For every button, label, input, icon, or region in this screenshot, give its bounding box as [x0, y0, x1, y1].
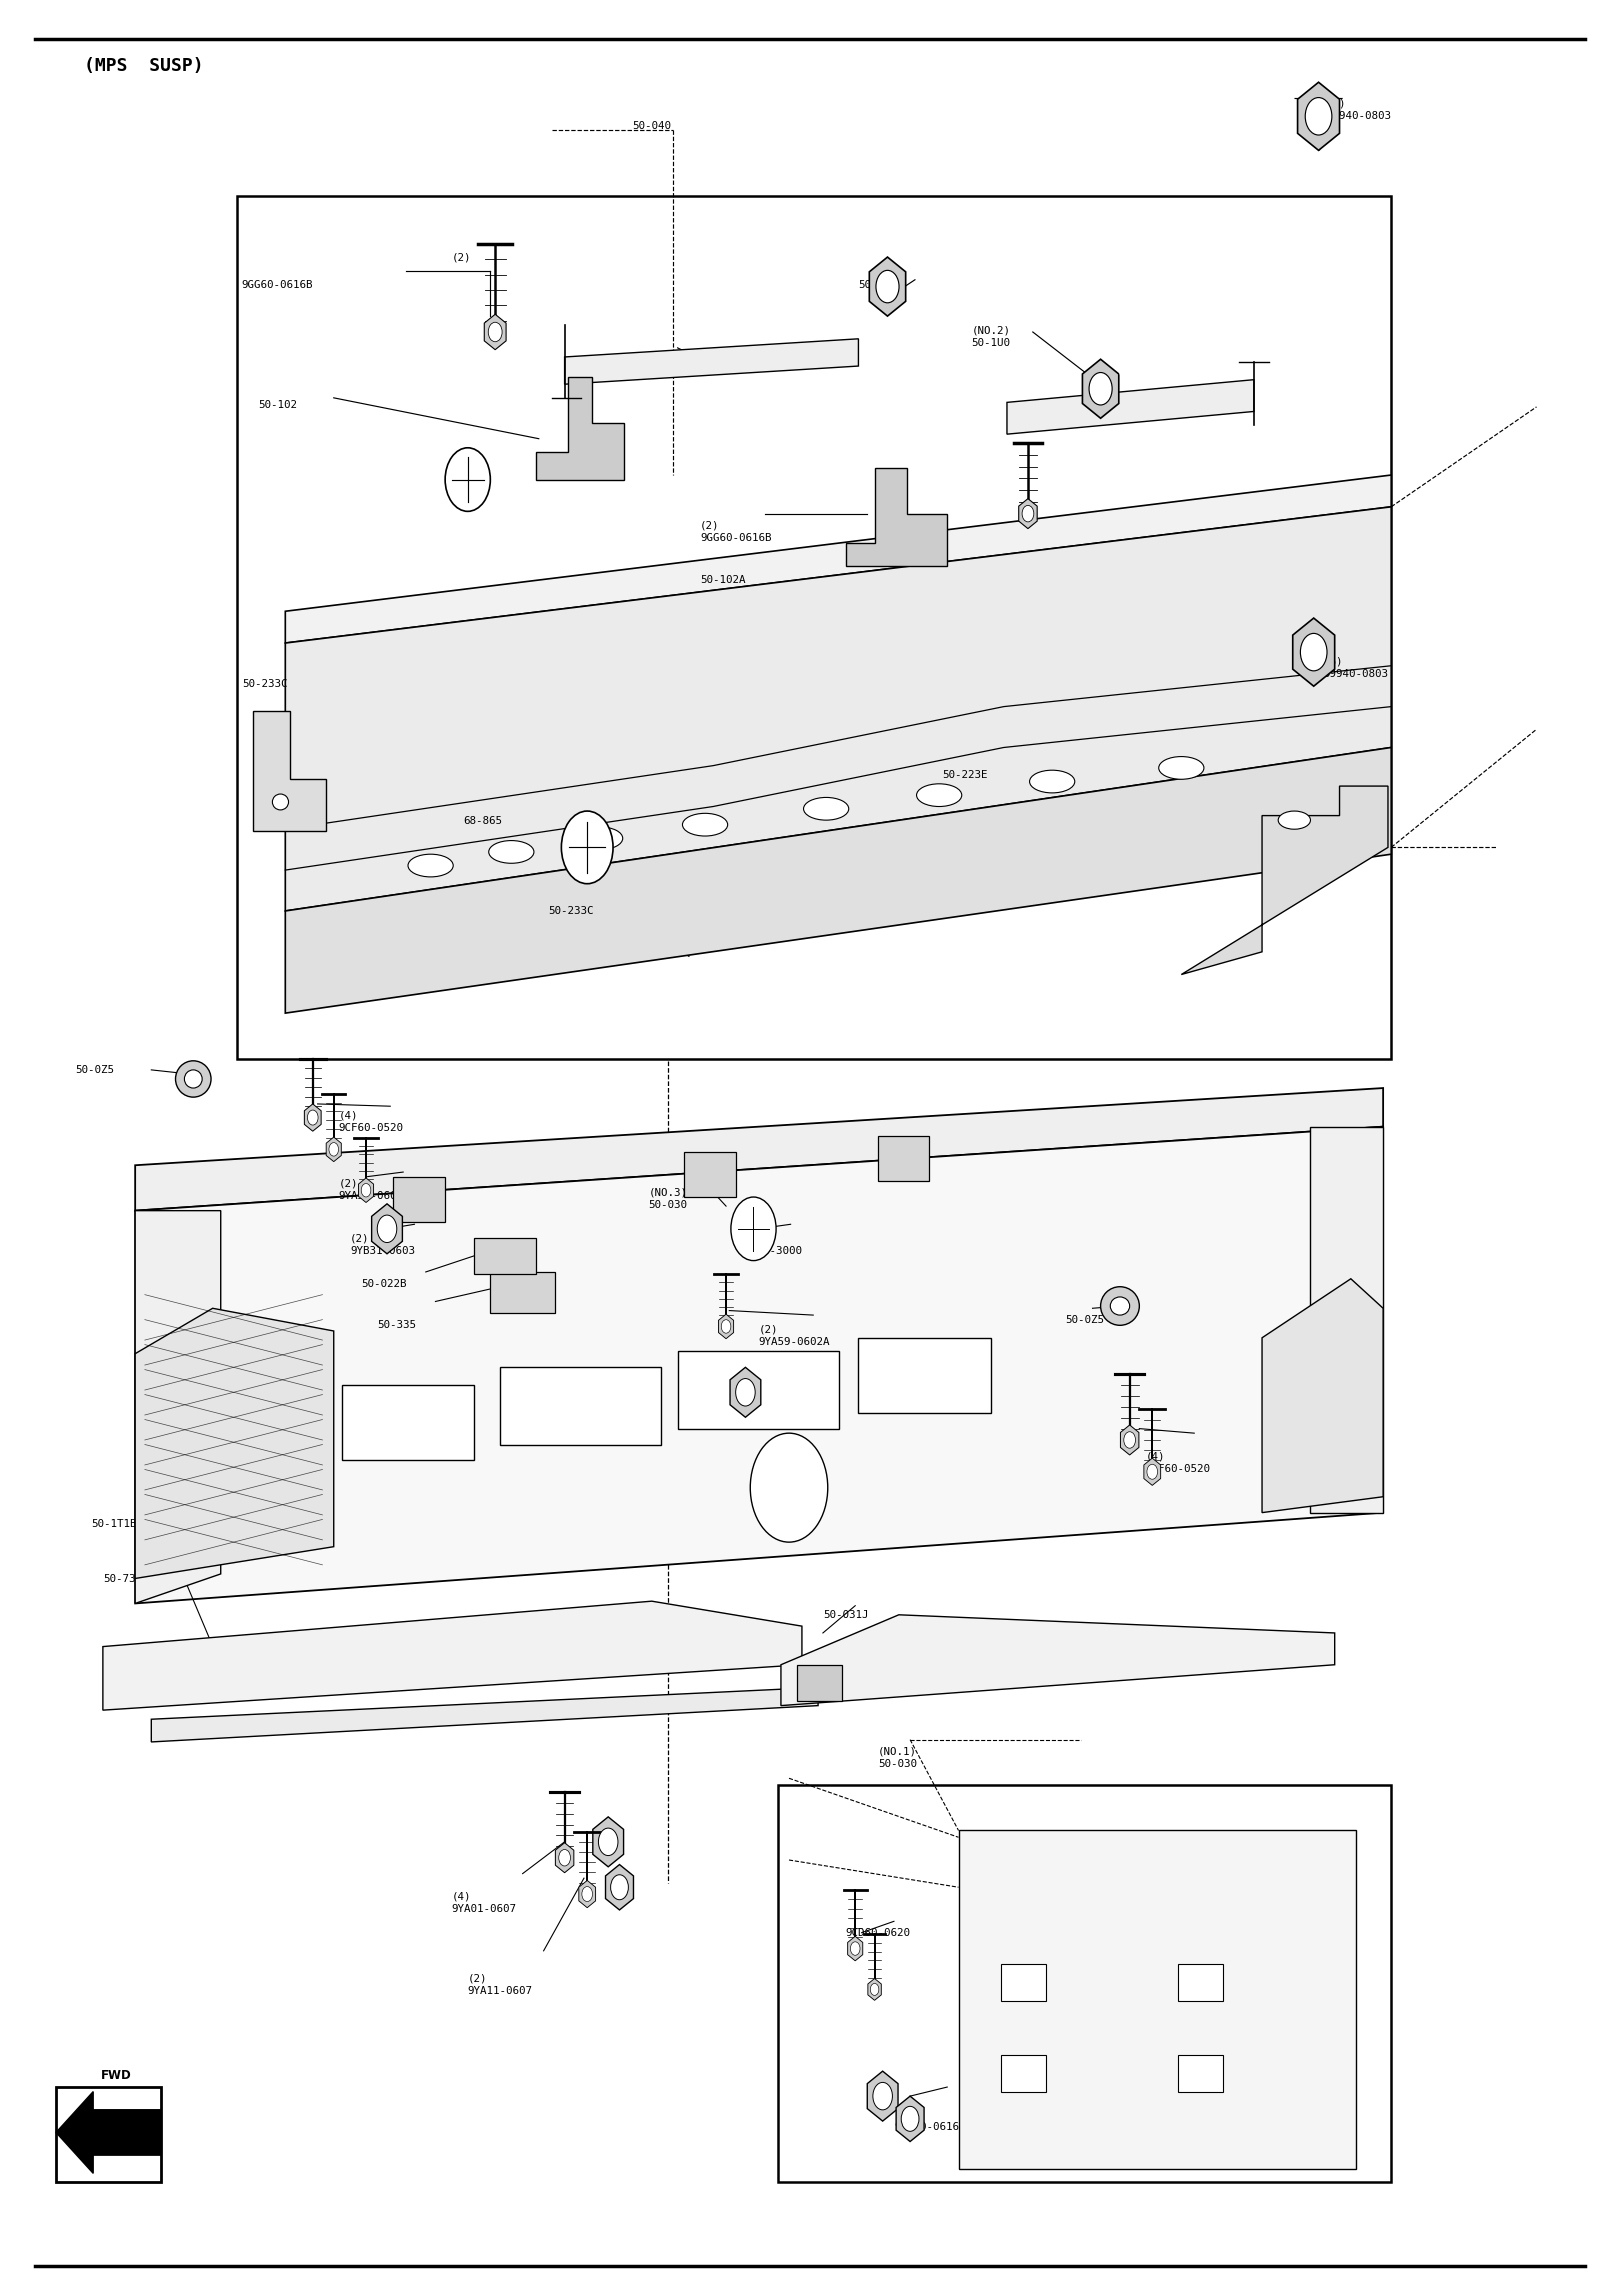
Polygon shape	[253, 710, 326, 831]
Text: 50-233C: 50-233C	[241, 678, 287, 690]
Polygon shape	[1298, 82, 1340, 150]
Text: 50-040: 50-040	[632, 121, 671, 130]
Circle shape	[735, 1379, 755, 1407]
Polygon shape	[134, 1088, 1383, 1211]
Text: (2)
9H660-0616B: (2) 9H660-0616B	[894, 2110, 966, 2133]
Text: 50-233C: 50-233C	[549, 906, 595, 917]
Polygon shape	[846, 469, 948, 567]
Circle shape	[1306, 98, 1332, 134]
Ellipse shape	[682, 813, 727, 835]
Polygon shape	[1293, 619, 1335, 685]
Ellipse shape	[1100, 1286, 1139, 1325]
Polygon shape	[1181, 785, 1388, 974]
Polygon shape	[285, 476, 1392, 644]
Polygon shape	[1144, 1459, 1160, 1486]
Ellipse shape	[408, 854, 454, 876]
Ellipse shape	[917, 783, 962, 806]
Circle shape	[731, 1197, 776, 1261]
Bar	[491, 1272, 556, 1313]
Text: 9GG60-0616B: 9GG60-0616B	[241, 280, 313, 289]
Polygon shape	[847, 1937, 863, 1962]
Text: 50-1T1B: 50-1T1B	[92, 1520, 138, 1529]
Text: 50-031J: 50-031J	[823, 1609, 868, 1621]
Text: (2)
9YA11-0607: (2) 9YA11-0607	[468, 1973, 533, 1996]
Bar	[475, 1238, 536, 1275]
Polygon shape	[896, 2096, 923, 2142]
Bar	[778, 1784, 1392, 2183]
Circle shape	[876, 271, 899, 303]
Polygon shape	[57, 2092, 160, 2174]
Text: 68-865: 68-865	[463, 815, 502, 826]
Text: (2)
9YB31-0603: (2) 9YB31-0603	[350, 1234, 415, 1256]
Polygon shape	[536, 378, 624, 480]
Text: (2)
9GG60-0616B: (2) 9GG60-0616B	[700, 521, 771, 544]
Polygon shape	[719, 1313, 734, 1338]
Circle shape	[1022, 505, 1034, 521]
Ellipse shape	[175, 1061, 211, 1097]
Bar	[878, 1136, 930, 1181]
Polygon shape	[870, 257, 906, 316]
Circle shape	[850, 1941, 860, 1955]
Circle shape	[582, 1887, 593, 1900]
Polygon shape	[358, 1179, 374, 1202]
Text: (NO.3)
50-030: (NO.3) 50-030	[648, 1188, 687, 1211]
Circle shape	[308, 1111, 318, 1124]
Text: 50-335: 50-335	[377, 1320, 416, 1329]
Text: (2)
9YA59-0602A: (2) 9YA59-0602A	[339, 1179, 410, 1202]
Polygon shape	[305, 1104, 321, 1131]
Polygon shape	[781, 1614, 1335, 1705]
Circle shape	[361, 1184, 371, 1197]
Text: (NO.1)
50-1U0: (NO.1) 50-1U0	[619, 355, 658, 378]
Text: (6)
99940-0803: (6) 99940-0803	[1327, 98, 1392, 121]
Circle shape	[901, 2105, 919, 2130]
Circle shape	[1089, 373, 1113, 405]
Bar	[797, 1664, 842, 1700]
Ellipse shape	[1030, 769, 1074, 792]
Polygon shape	[731, 1368, 761, 1418]
Circle shape	[721, 1320, 731, 1334]
Polygon shape	[556, 1844, 573, 1873]
Bar	[57, 2087, 160, 2183]
Circle shape	[870, 1982, 878, 1996]
Polygon shape	[134, 1309, 334, 1580]
Circle shape	[562, 810, 612, 883]
Polygon shape	[1019, 498, 1037, 528]
Ellipse shape	[577, 826, 622, 849]
Bar	[394, 1177, 446, 1222]
Polygon shape	[867, 2071, 897, 2121]
Text: (4)
9CF60-0520: (4) 9CF60-0520	[1145, 1452, 1210, 1475]
Bar	[1001, 1964, 1045, 2001]
Circle shape	[598, 1828, 617, 1855]
Polygon shape	[565, 339, 859, 385]
Text: 52-841A: 52-841A	[813, 1664, 859, 1675]
Circle shape	[873, 2083, 893, 2110]
Text: (2)
9YB31-0603: (2) 9YB31-0603	[737, 1407, 802, 1429]
Ellipse shape	[185, 1070, 202, 1088]
Polygon shape	[285, 747, 1392, 1013]
Polygon shape	[1082, 360, 1119, 419]
Bar	[859, 1338, 991, 1413]
Bar	[677, 1352, 839, 1429]
Text: (4)
9CF60-0520: (4) 9CF60-0520	[339, 1111, 403, 1133]
Text: 50-102: 50-102	[258, 401, 296, 410]
Text: (2): (2)	[452, 253, 471, 262]
Text: (4)
9YA01-0607: (4) 9YA01-0607	[452, 1891, 517, 1914]
Circle shape	[559, 1850, 570, 1866]
Bar	[501, 1368, 661, 1445]
Polygon shape	[593, 1816, 624, 1866]
Bar	[959, 1830, 1356, 2169]
Circle shape	[611, 1875, 629, 1900]
Polygon shape	[578, 1880, 596, 1907]
Text: 50-022B: 50-022B	[859, 280, 904, 289]
Text: 50-223E: 50-223E	[943, 769, 988, 781]
Ellipse shape	[272, 794, 288, 810]
Polygon shape	[326, 1138, 342, 1161]
Ellipse shape	[804, 797, 849, 819]
Text: (NO.1)
50-030: (NO.1) 50-030	[878, 1746, 917, 1768]
Polygon shape	[606, 1864, 633, 1910]
Circle shape	[1124, 1432, 1136, 1448]
Bar	[1178, 1964, 1223, 2001]
Text: (2)
9YA59-0602A: (2) 9YA59-0602A	[758, 1325, 829, 1347]
Text: 50-022B: 50-022B	[1029, 407, 1074, 417]
Text: FWD: FWD	[100, 2069, 131, 2083]
